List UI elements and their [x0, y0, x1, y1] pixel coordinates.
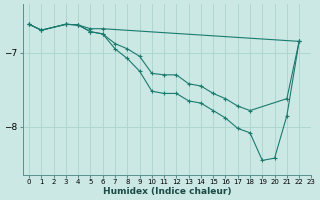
- X-axis label: Humidex (Indice chaleur): Humidex (Indice chaleur): [103, 187, 231, 196]
